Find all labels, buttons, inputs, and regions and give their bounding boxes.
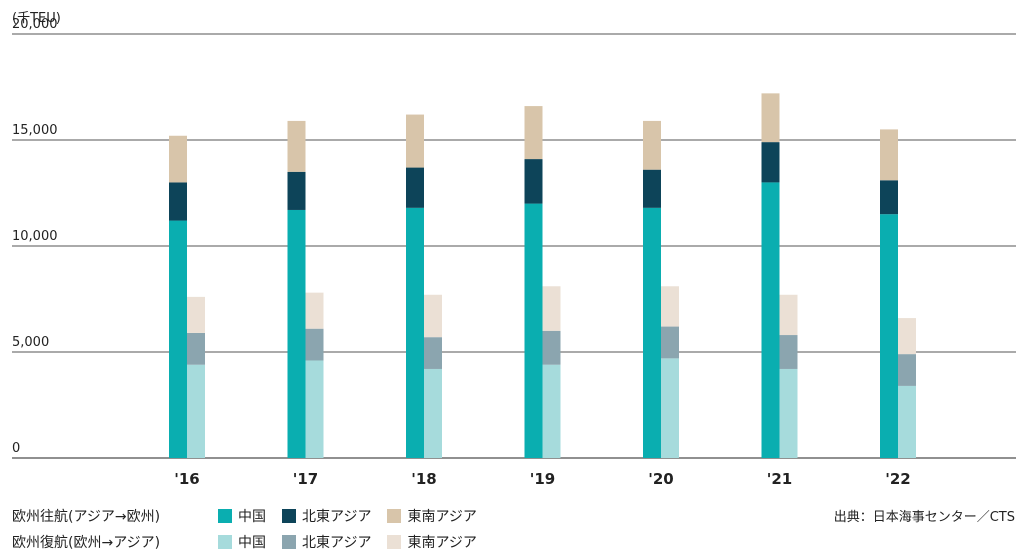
bar-segment xyxy=(880,214,898,458)
bar-segment xyxy=(761,93,780,143)
y-tick-label: 15,000 xyxy=(12,123,58,138)
bar-segment xyxy=(643,207,661,458)
legend-swatch xyxy=(387,535,402,549)
legend-label: 中国 xyxy=(238,535,266,551)
y-tick-label: 20,000 xyxy=(12,17,58,32)
bar-segment xyxy=(287,120,306,172)
legend-swatch xyxy=(387,509,402,523)
x-tick-label: '21 xyxy=(767,470,792,488)
bar-segment xyxy=(424,337,442,369)
x-tick-label: '16 xyxy=(174,470,199,488)
bar-segment xyxy=(187,296,205,333)
bar-segment xyxy=(542,364,561,458)
legend-label: 中国 xyxy=(238,509,266,525)
bar-segment xyxy=(898,385,916,458)
bar-segment xyxy=(542,330,561,365)
bar-segment xyxy=(169,135,187,183)
bar-segment xyxy=(542,286,561,331)
bar-segment xyxy=(305,360,324,458)
legend-swatch xyxy=(282,535,296,549)
x-tick-label: '17 xyxy=(293,470,318,488)
legend-outbound: 欧州往航(アジア→欧州) 中国 北東アジア 東南アジア xyxy=(12,506,493,526)
y-tick-label: 5,000 xyxy=(12,335,49,350)
bar-segment xyxy=(187,332,205,365)
bar-segment xyxy=(406,207,424,458)
x-tick-label: '20 xyxy=(648,470,673,488)
legend-label: 東南アジア xyxy=(407,535,477,551)
legend-item-inbound-ne-asia: 北東アジア xyxy=(282,532,371,552)
bar-segment xyxy=(524,159,543,204)
legend-label: 北東アジア xyxy=(302,509,372,525)
bar-segment xyxy=(898,354,916,386)
bar-segment xyxy=(406,114,424,168)
legend-item-outbound-ne-asia: 北東アジア xyxy=(282,506,371,526)
legend-inbound: 欧州復航(欧州→アジア) 中国 北東アジア 東南アジア xyxy=(12,532,493,552)
bar-segment xyxy=(287,209,306,458)
source-note: 出典：日本海事センター／CTS xyxy=(833,510,1015,525)
y-tick-label: 0 xyxy=(12,441,20,456)
bar-segment xyxy=(305,328,324,361)
legend-label: 北東アジア xyxy=(302,535,372,551)
bar-segment xyxy=(643,120,661,170)
x-tick-label: '22 xyxy=(885,470,910,488)
legend-item-inbound-se-asia: 東南アジア xyxy=(387,532,477,552)
x-tick-label: '19 xyxy=(530,470,555,488)
legend-item-outbound-china: 中国 xyxy=(218,506,266,526)
x-tick-label: '18 xyxy=(411,470,436,488)
legend-swatch xyxy=(218,535,232,549)
bar-segment xyxy=(661,286,679,327)
legend-item-inbound-china: 中国 xyxy=(218,532,266,552)
bar-segment xyxy=(661,358,679,458)
y-tick-label: 10,000 xyxy=(12,229,58,244)
y-unit-label: (千TEU) xyxy=(12,11,61,26)
bar-segment xyxy=(524,106,543,160)
bar-segment xyxy=(661,326,679,359)
bar-segment xyxy=(406,167,424,208)
bar-segment xyxy=(287,171,306,210)
bar-segment xyxy=(643,169,661,208)
legend-outbound-title: 欧州往航(アジア→欧州) xyxy=(12,509,161,525)
bar-segment xyxy=(880,180,898,215)
legend-swatch xyxy=(218,509,232,523)
legend-swatch xyxy=(282,509,296,523)
bar-segment xyxy=(424,294,442,338)
bar-segment xyxy=(424,368,442,458)
bar-segment xyxy=(761,142,780,183)
legend-item-outbound-se-asia: 東南アジア xyxy=(387,506,477,526)
bar-segment xyxy=(779,294,798,336)
legend-label: 東南アジア xyxy=(407,509,477,525)
bar-segment xyxy=(898,318,916,355)
bar-segment xyxy=(880,129,898,181)
legend-inbound-title: 欧州復航(欧州→アジア) xyxy=(12,535,161,551)
bar-segment xyxy=(779,368,798,458)
bar-segment xyxy=(305,292,324,329)
bar-segment xyxy=(169,220,187,458)
bar-segment xyxy=(761,182,780,458)
bar-segment xyxy=(524,203,543,458)
bar-segment xyxy=(187,364,205,458)
bar-segment xyxy=(779,335,798,369)
bar-segment xyxy=(169,182,187,221)
